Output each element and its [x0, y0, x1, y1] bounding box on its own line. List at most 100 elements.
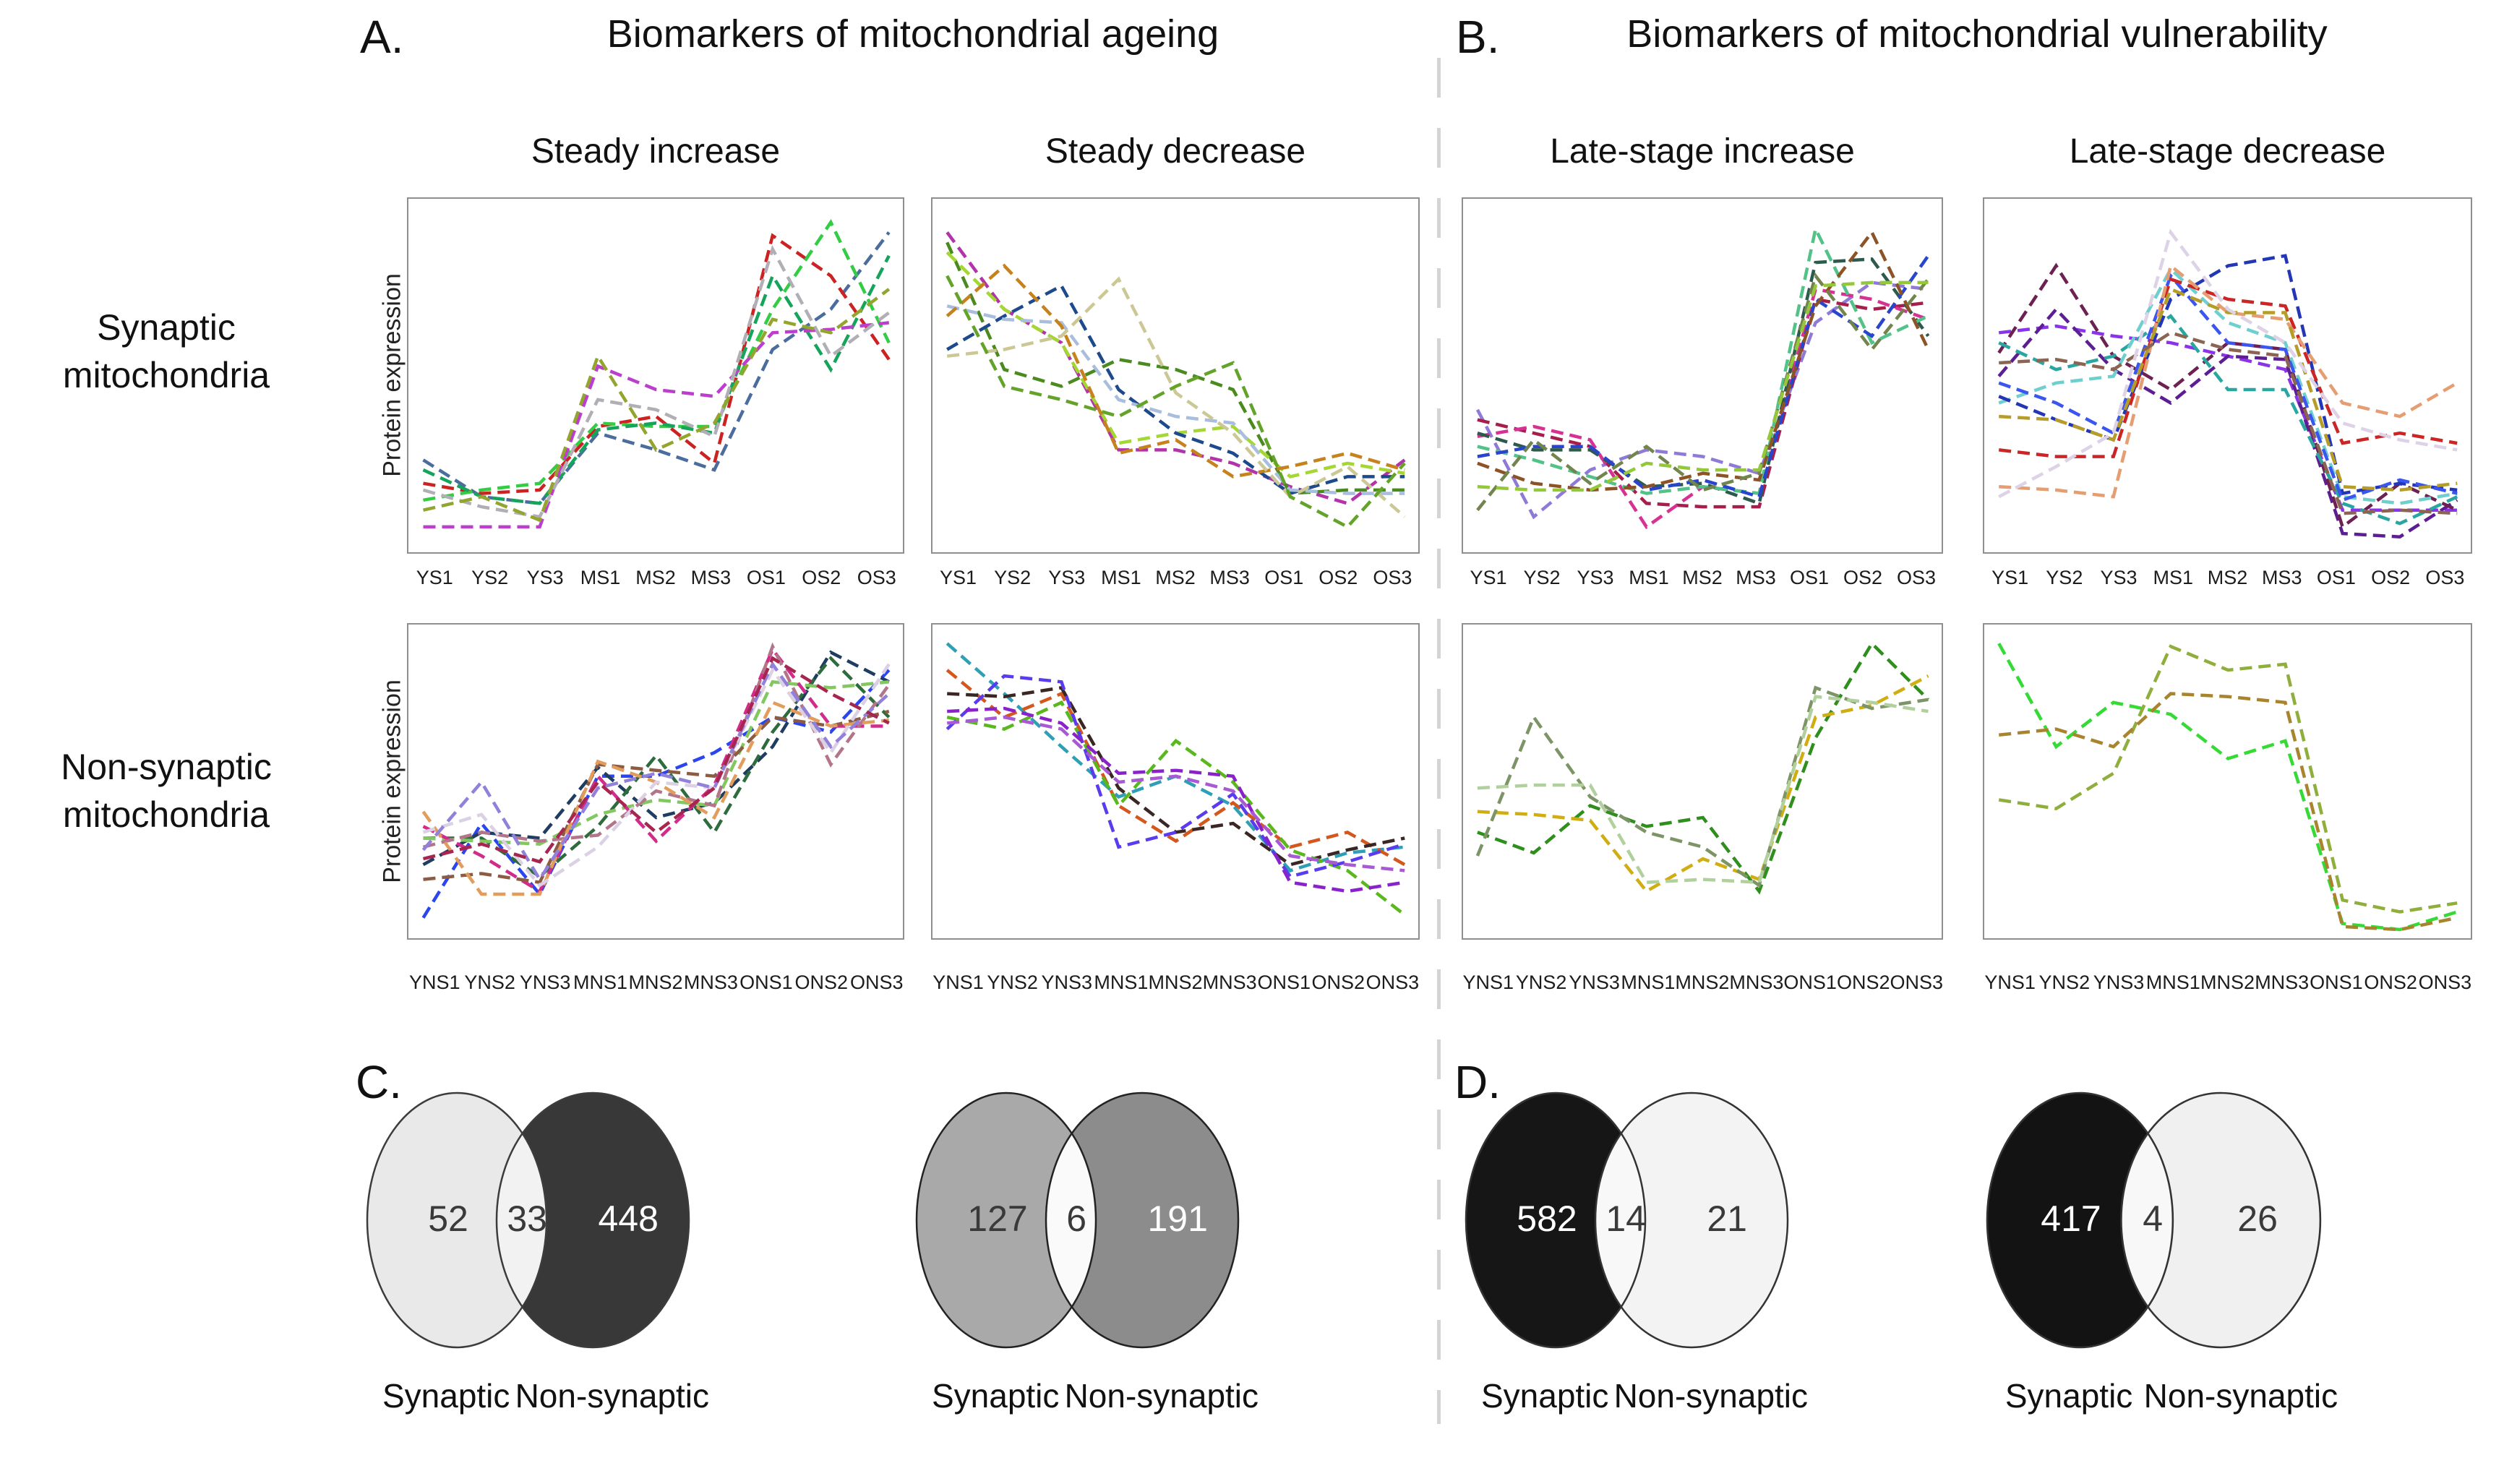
venn-right-count: 448	[598, 1198, 659, 1239]
tick-label: OS3	[2425, 567, 2465, 588]
tick-label: MS3	[690, 567, 732, 588]
line-chart-svg	[946, 231, 1406, 529]
series-line	[422, 650, 890, 867]
series-line	[1476, 272, 1930, 512]
venn-right-label: Non-synaptic	[1064, 1377, 1259, 1415]
series-line	[423, 679, 890, 846]
panel-c-label: C.	[356, 1056, 402, 1108]
venn-ageing-steady-decrease: 127 6 191 Synaptic Non-synaptic	[896, 1083, 1301, 1430]
chart-non-synaptic-late-stage-decrease: YNS1 YNS2 YNS3 MNS1 MNS2 MNS3 ONS1 ONS2 ONS3	[1983, 623, 2472, 993]
venn-right-count: 21	[1707, 1198, 1747, 1239]
chart-synaptic-steady-decrease: YS1 YS2 YS3 MS1 MS2 MS3 OS1 OS2 OS3	[931, 197, 1420, 588]
tick-label: YNS3	[2093, 972, 2145, 993]
series-line	[946, 231, 1406, 505]
row-label-synaptic-line2: mitochondria	[62, 355, 270, 395]
panel-a-label: A.	[360, 11, 404, 63]
y-axis-label-bottom: Protein expression	[378, 679, 406, 883]
venn-left-label: Synaptic	[931, 1377, 1060, 1415]
tick-label: ONS1	[739, 972, 793, 993]
tick-label: OS2	[1319, 567, 1358, 588]
tick-label: YNS2	[464, 972, 515, 993]
series-line	[946, 263, 1405, 479]
chart-non-synaptic-steady-decrease: YNS1 YNS2 YNS3 MNS1 MNS2 MNS3 ONS1 ONS2 ONS3	[931, 623, 1420, 993]
tick-label: YNS2	[1515, 972, 1567, 993]
tick-label: MS2	[1155, 567, 1196, 588]
tick-label: OS1	[746, 567, 786, 588]
row-label-non-synaptic-line2: mitochondria	[62, 794, 270, 835]
tick-label: MNS2	[628, 972, 683, 993]
x-axis-labels: YS1 YS2 YS3 MS1 MS2 MS3 OS1 OS2 OS3	[1983, 567, 2472, 589]
venn-overlap-count: 4	[2143, 1198, 2163, 1239]
series-line	[1997, 306, 2458, 539]
series-line	[1999, 262, 2458, 499]
series-line	[946, 304, 1405, 495]
plot-area	[931, 623, 1420, 940]
tick-label: OS3	[857, 567, 896, 588]
chart-non-synaptic-steady-increase: YNS1 YNS2 YNS3 MNS1 MNS2 MNS3 ONS1 ONS2 ONS3	[407, 623, 904, 993]
series-line	[1998, 254, 2458, 496]
series-line	[1997, 643, 2458, 932]
panel-divider-dashed-line	[1437, 58, 1441, 1424]
row-label-non-synaptic: Non-synaptic mitochondria	[7, 743, 325, 838]
series-line	[423, 321, 890, 529]
line-chart-svg	[1997, 228, 2458, 539]
series-line	[422, 656, 890, 864]
series-line	[1477, 674, 1929, 893]
series-line	[946, 674, 1405, 879]
venn-right-count: 26	[2237, 1198, 2278, 1239]
tick-label: YS1	[416, 567, 453, 588]
tick-label: MS2	[1682, 567, 1723, 588]
tick-label: YS1	[940, 567, 977, 588]
tick-label: MNS3	[1729, 972, 1784, 993]
series-line	[1998, 277, 2458, 458]
venn-right-label: Non-synaptic	[515, 1377, 710, 1415]
tick-label: MS1	[580, 567, 621, 588]
series-line	[421, 669, 891, 919]
series-line	[946, 715, 1405, 872]
plot-area	[1462, 623, 1943, 940]
x-axis-labels: YS1 YS2 YS3 MS1 MS2 MS3 OS1 OS2 OS3	[407, 567, 904, 589]
venn-left-count: 417	[2041, 1198, 2101, 1239]
series-line	[1998, 644, 2458, 914]
tick-label: ONS2	[1836, 972, 1890, 993]
tick-label: YNS2	[2038, 972, 2091, 993]
series-line	[422, 244, 891, 519]
series-line	[946, 275, 1406, 529]
series-line	[422, 663, 891, 888]
plot-area	[407, 197, 904, 554]
panel-b-label: B.	[1456, 11, 1500, 63]
tick-label: MNS3	[683, 972, 738, 993]
tick-label: YNS2	[987, 972, 1038, 993]
tick-label: MNS1	[2145, 972, 2200, 993]
column-header-late-stage-decrease: Late-stage decrease	[2069, 132, 2386, 171]
plot-area	[1983, 197, 2472, 554]
venn-vulnerability-late-increase: 582 14 21 Synaptic Non-synaptic	[1446, 1083, 1851, 1430]
series-line	[946, 251, 1405, 479]
chart-synaptic-late-stage-increase: YS1 YS2 YS3 MS1 MS2 MS3 OS1 OS2 OS3	[1462, 197, 1943, 588]
row-label-synaptic-line1: Synaptic	[97, 307, 236, 348]
series-line	[422, 646, 889, 894]
line-chart-svg	[946, 642, 1406, 917]
column-header-steady-decrease: Steady decrease	[1045, 132, 1306, 171]
tick-label: MNS1	[573, 972, 628, 993]
tick-label: OS1	[1264, 567, 1304, 588]
tick-label: ONS1	[1783, 972, 1837, 993]
tick-label: ONS3	[2418, 972, 2472, 993]
plot-area	[407, 623, 904, 940]
x-axis-labels: YNS1 YNS2 YNS3 MNS1 MNS2 MNS3 ONS1 ONS2 ONS3	[1983, 972, 2472, 994]
tick-label: MS3	[1736, 567, 1776, 588]
venn-overlap-count: 33	[507, 1198, 547, 1239]
tick-label: MS2	[635, 567, 676, 588]
tick-label: ONS2	[1311, 972, 1365, 993]
series-line	[1477, 640, 1930, 895]
series-line	[1477, 297, 1929, 509]
tick-label: MS1	[1629, 567, 1669, 588]
series-line	[947, 706, 1405, 893]
line-chart-svg	[422, 218, 891, 529]
series-line	[1998, 314, 2458, 526]
tick-label: YS1	[1991, 567, 2029, 588]
tick-label: ONS1	[1257, 972, 1311, 993]
series-line	[946, 700, 1406, 917]
chart-synaptic-steady-increase: YS1 YS2 YS3 MS1 MS2 MS3 OS1 OS2 OS3	[407, 197, 904, 588]
